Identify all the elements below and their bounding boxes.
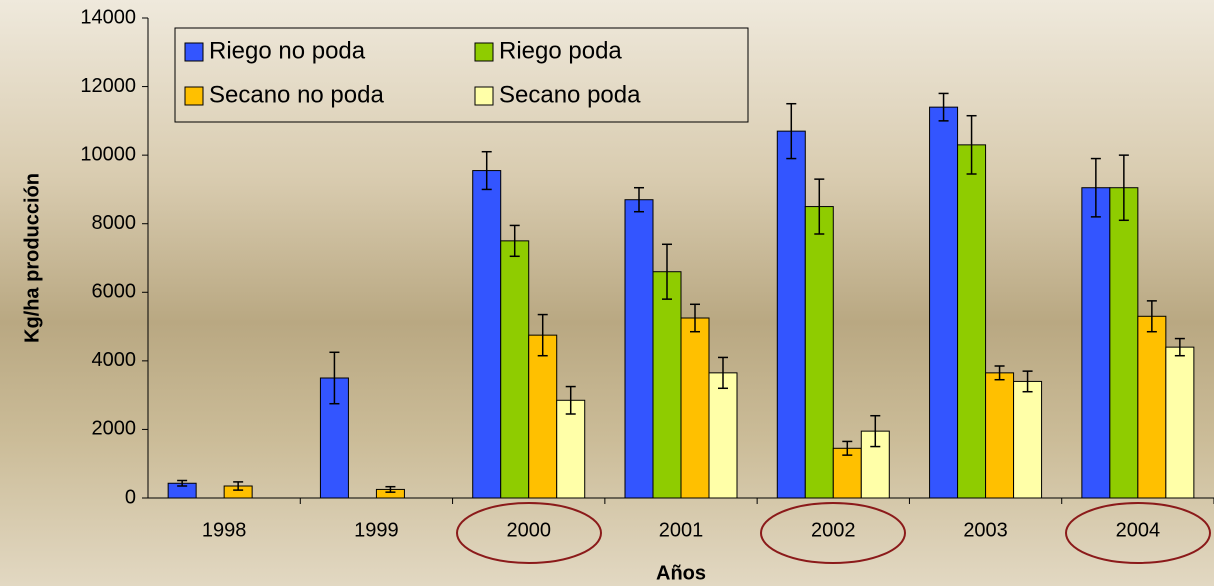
error-bar [233, 481, 244, 491]
y-tick-label: 2000 [92, 418, 137, 440]
error-bar [634, 186, 644, 213]
error-bar [718, 356, 728, 390]
bar [957, 144, 987, 499]
highlight-ellipse [760, 502, 906, 564]
bar [1081, 187, 1111, 499]
error-bar [1022, 370, 1033, 393]
error-bar [994, 365, 1005, 381]
bar [776, 130, 806, 499]
highlight-ellipse [456, 502, 602, 564]
error-bar [1118, 154, 1129, 222]
error-bar [870, 414, 881, 448]
y-tick-label: 0 [125, 486, 136, 508]
bar [500, 240, 530, 499]
error-bar [509, 224, 520, 258]
legend-label: Riego no poda [209, 37, 366, 64]
bar [624, 199, 654, 499]
legend-swatch [474, 86, 494, 106]
x-axis-title: Años [656, 562, 706, 584]
error-bar [690, 303, 700, 333]
y-tick-label: 6000 [92, 281, 137, 303]
error-bar [1146, 300, 1157, 333]
bar [929, 106, 959, 499]
y-tick-label: 14000 [80, 6, 136, 28]
error-bar [1090, 157, 1101, 218]
legend-label: Riego poda [499, 37, 622, 64]
x-tick-label: 2004 [1116, 519, 1161, 541]
legend-swatch [184, 42, 204, 62]
error-bar [481, 150, 492, 191]
bar [804, 206, 834, 499]
legend-label: Secano poda [499, 81, 641, 108]
y-tick-label: 12000 [80, 75, 136, 97]
highlight-ellipse [1065, 502, 1211, 564]
bar [1013, 380, 1043, 499]
y-tick-label: 10000 [80, 143, 136, 165]
error-bar [814, 178, 825, 235]
error-bar [786, 102, 797, 160]
y-tick-label: 8000 [92, 212, 137, 234]
error-bar [1174, 337, 1185, 357]
y-axis-title: Kg/ha producción [21, 173, 43, 343]
x-tick-label: 2001 [659, 519, 704, 541]
error-bar [385, 485, 396, 493]
legend-box [174, 27, 749, 123]
error-bar [537, 313, 548, 357]
x-tick-label: 2002 [811, 519, 856, 541]
error-bar [842, 440, 853, 456]
bar [652, 271, 682, 499]
x-tick-label: 2000 [506, 519, 551, 541]
bar [1165, 346, 1195, 499]
bar [708, 372, 738, 499]
error-bar [662, 243, 672, 300]
error-bar [329, 351, 340, 405]
y-tick-label: 4000 [92, 349, 137, 371]
bar [528, 334, 558, 499]
bar [472, 170, 502, 499]
bar [985, 372, 1015, 499]
bar [1109, 187, 1139, 499]
error-bar [938, 92, 949, 122]
error-bar [177, 479, 188, 487]
legend-swatch [184, 86, 204, 106]
legend-label: Secano no poda [209, 81, 384, 108]
x-tick-label: 2003 [963, 519, 1008, 541]
legend-swatch [474, 42, 494, 62]
x-tick-label: 1999 [354, 519, 399, 541]
error-bar [565, 385, 576, 415]
error-bar [966, 114, 977, 175]
bar [680, 317, 710, 499]
bar [556, 399, 586, 499]
bar [1137, 315, 1167, 499]
x-tick-label: 1998 [202, 519, 247, 541]
